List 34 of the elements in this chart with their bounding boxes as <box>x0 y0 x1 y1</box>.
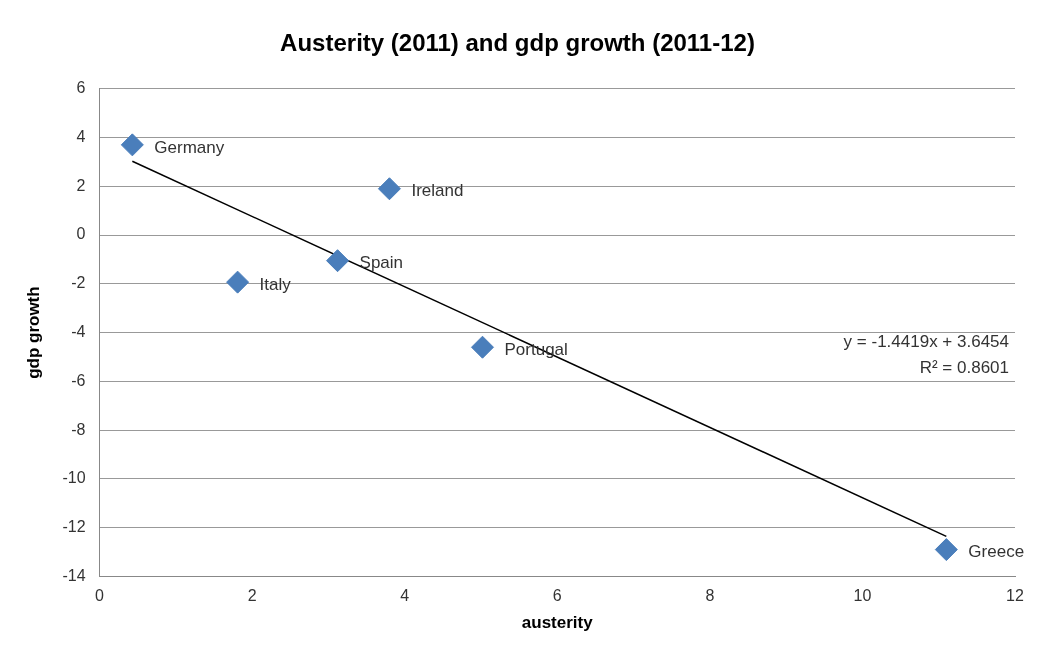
x-tick-label: 6 <box>552 587 562 605</box>
y-axis-title: gdp growth <box>23 286 43 379</box>
chart-title: Austerity (2011) and gdp growth (2011-12) <box>280 29 755 57</box>
x-tick-label: 4 <box>400 587 410 605</box>
annotation: Germany <box>154 137 225 157</box>
x-tick-label: 10 <box>853 587 872 605</box>
y-tick-label: 2 <box>76 176 86 194</box>
point <box>377 177 401 201</box>
y-tick-label: -4 <box>71 323 86 341</box>
point <box>226 270 250 294</box>
annotation: Spain <box>359 253 404 273</box>
y-tick-label: 6 <box>76 79 86 97</box>
x-tick-label: 8 <box>705 587 715 605</box>
x-tick-label: 2 <box>247 587 257 605</box>
annotation: Ireland <box>411 181 464 201</box>
x-tick-label: 0 <box>95 587 105 605</box>
annotation: Italy <box>259 274 292 294</box>
annotation: R² = 0.8601 <box>919 357 1009 377</box>
y-tick-label: -10 <box>62 469 86 487</box>
y-tick-label: -8 <box>71 420 86 438</box>
x-axis-title: austerity <box>521 613 594 633</box>
y-tick-label: -12 <box>62 518 86 536</box>
y-tick-label: 4 <box>76 127 86 145</box>
annotation: y = -1.4419x + 3.6454 <box>843 331 1009 351</box>
y-tick-label: -6 <box>71 371 86 389</box>
y-tick-label: -14 <box>62 566 86 584</box>
y-tick-label: -2 <box>71 274 86 292</box>
point <box>120 133 144 157</box>
point <box>471 335 494 359</box>
annotation: Greece <box>968 542 1025 562</box>
y-tick-label: 0 <box>76 225 86 243</box>
x-tick-label: 12 <box>1006 587 1024 605</box>
point <box>326 249 350 273</box>
point <box>934 538 958 562</box>
